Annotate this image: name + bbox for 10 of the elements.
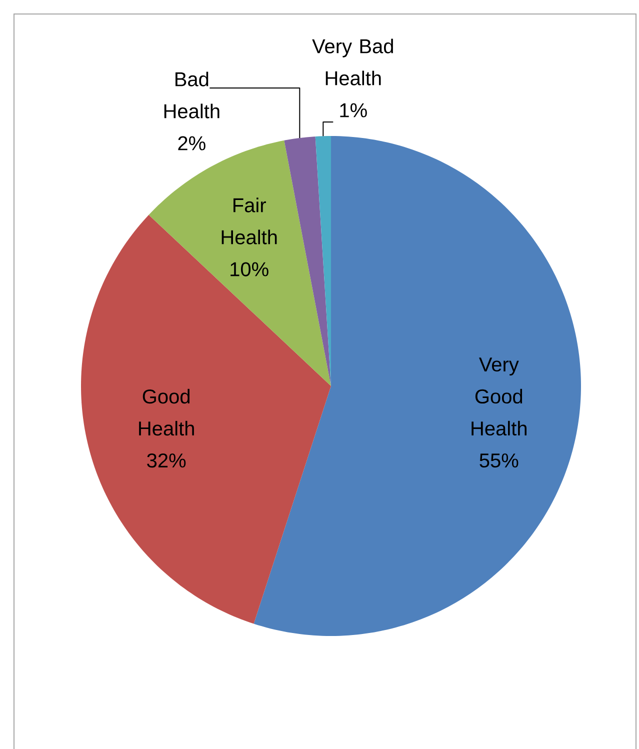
slice-label: Very Good Health xyxy=(472,358,526,436)
data-label: 2% xyxy=(178,136,206,150)
data-label: 10% xyxy=(230,262,268,276)
slice-label: Fair Health xyxy=(222,198,277,244)
slice-label: Bad Health xyxy=(164,72,220,118)
data-label: 32% xyxy=(147,453,186,468)
slice-label: Very Bad Health xyxy=(312,38,393,86)
data-label: 55% xyxy=(480,453,518,468)
data-label: 1% xyxy=(340,103,367,118)
slice-label: Good Health xyxy=(139,388,194,436)
